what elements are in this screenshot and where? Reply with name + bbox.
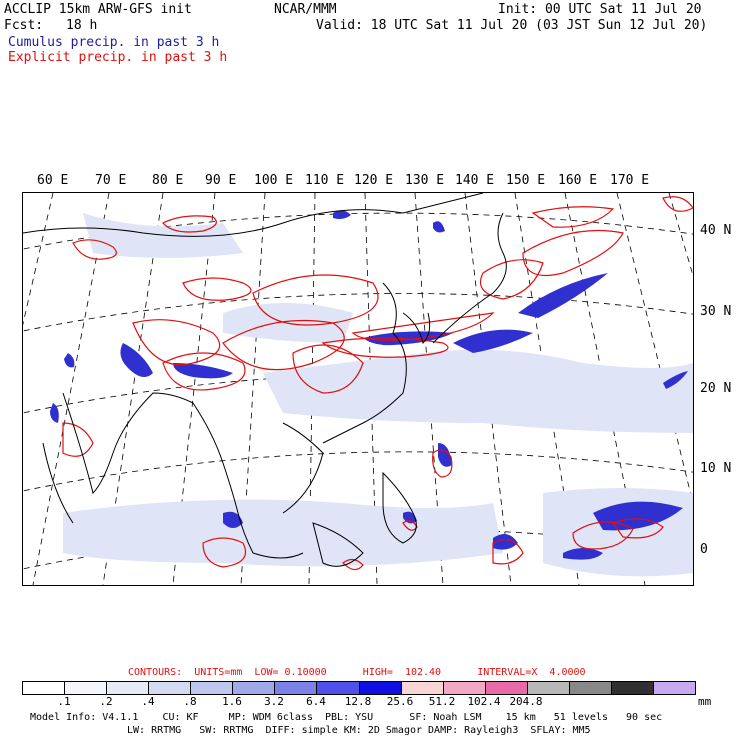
colorbar-cell [233,682,276,694]
india-coast [62,392,224,494]
lat-label-40n: 40 N [700,223,732,238]
lat-label-30n: 30 N [700,304,732,319]
cumulus-heavy-areas [50,210,688,560]
model-info-line1: Model Info: V4.1.1 CU: KF MP: WDM 6class… [30,712,663,723]
colorbar-tick-label: 1.6 [222,695,242,708]
colorbar-cell [107,682,150,694]
model-info-line2: LW: RRTMG SW: RRTMG DIFF: simple KM: 2D … [127,725,591,736]
legend-explicit: Explicit precip. in past 3 h [8,50,228,65]
lon-label-150e: 150 E [506,173,546,188]
colorbar-cell [527,682,570,694]
colorbar-tick-label: 3.2 [264,695,284,708]
legend-cumulus: Cumulus precip. in past 3 h [8,35,220,50]
init-time: Init: 00 UTC Sat 11 Jul 20 [498,2,702,17]
colorbar-tick-label: 25.6 [386,695,414,708]
colorbar-cell [23,682,66,694]
colorbar-tick-label: 6.4 [306,695,326,708]
forecast-hour: 18 h [66,18,98,33]
colorbar-tick-label: .8 [183,695,197,708]
colorbar-cell [65,682,108,694]
coastlines [23,193,507,567]
northern-border [23,193,484,237]
forecast-label: Fcst: [4,18,44,33]
lat-label-20n: 20 N [700,381,732,396]
explicit-precip-contours [62,196,693,571]
borneo [312,522,364,567]
china-coast [322,282,407,444]
colorbar-cell [317,682,360,694]
colorbar-tick-label: 51.2 [428,695,456,708]
colorbar-cell [191,682,234,694]
colorbar-tick-label: .4 [141,695,155,708]
colorbar-cell [401,682,444,694]
colorbar [22,681,696,695]
colorbar-tick-label: 204.8 [509,695,543,708]
lon-label-120e: 120 E [354,173,394,188]
lon-label-140e: 140 E [455,173,495,188]
colorbar-cell [485,682,528,694]
lon-label-110e: 110 E [305,173,345,188]
philippines [382,471,417,544]
colorbar-cell [359,682,402,694]
lat-label-0: 0 [700,542,708,557]
colorbar-tick-label: .2 [99,695,113,708]
colorbar-tick-label: 102.4 [467,695,501,708]
contours-info: CONTOURS: UNITS=mm LOW= 0.10000 HIGH= 10… [128,667,586,678]
lon-label-170e: 170 E [610,173,650,188]
arabian-coast [42,442,74,524]
colorbar-cell [611,682,654,694]
lon-label-70e: 70 E [95,173,127,188]
lon-label-130e: 130 E [405,173,445,188]
lon-label-80e: 80 E [152,173,184,188]
producer-label: NCAR/MMM [274,2,337,17]
lat-line-10n [23,451,693,492]
colorbar-cell [653,682,695,694]
product-title: ACCLIP 15km ARW-GFS init [4,2,192,17]
lat-label-10n: 10 N [700,461,732,476]
colorbar-cell [275,682,318,694]
colorbar-cell [443,682,486,694]
lon-label-100e: 100 E [254,173,294,188]
valid-time: Valid: 18 UTC Sat 11 Jul 20 (03 JST Sun … [316,18,708,33]
map-canvas [23,193,693,585]
colorbar-cell [569,682,612,694]
colorbar-cell [149,682,192,694]
japan-islands [432,212,507,344]
indochina-coast [282,422,324,514]
lon-label-160e: 160 E [558,173,598,188]
lon-label-60e: 60 E [37,173,69,188]
colorbar-unit: mm [698,695,712,708]
lon-label-90e: 90 E [205,173,237,188]
korea-peninsula [402,312,431,344]
colorbar-tick-label: 12.8 [344,695,372,708]
colorbar-tick-label: .1 [57,695,71,708]
precipitation-map [22,192,694,586]
malay-peninsula [222,462,304,559]
